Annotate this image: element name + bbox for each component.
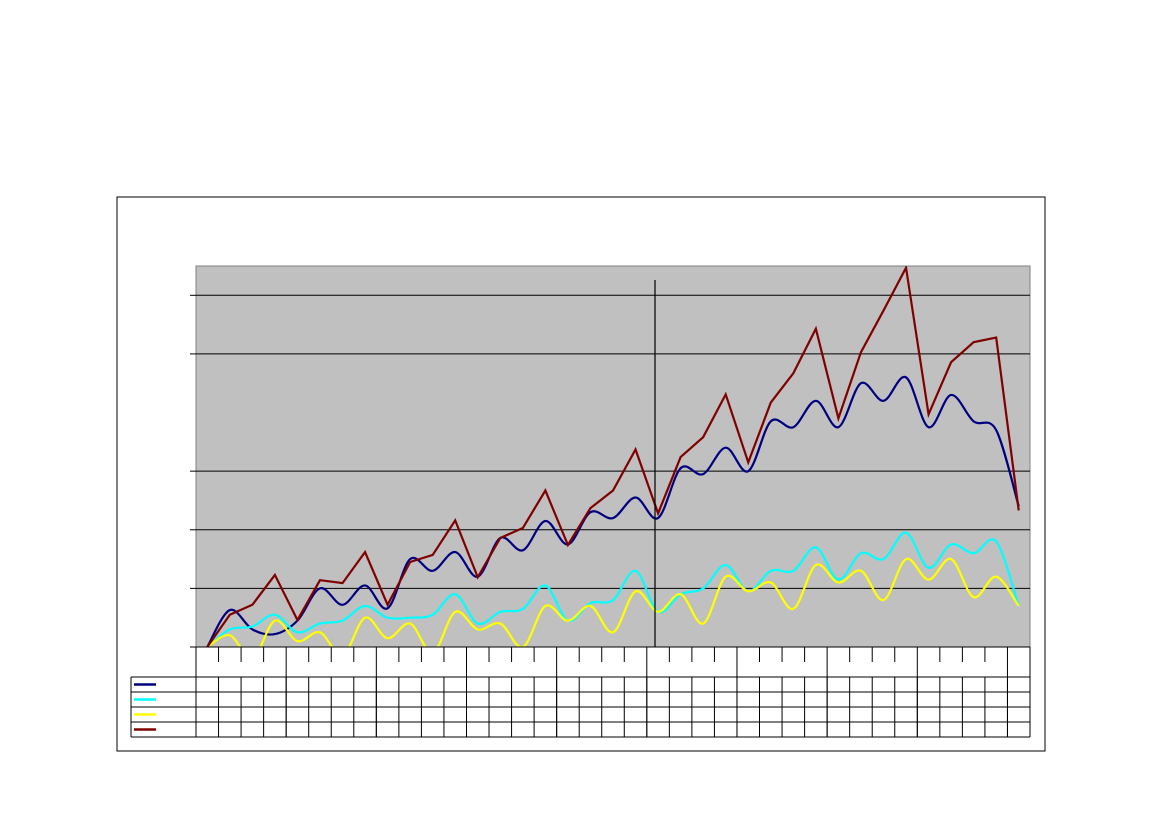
series-line [206, 266, 1020, 647]
series-line [206, 531, 1020, 647]
series-line [206, 375, 1020, 647]
plot-area [195, 265, 1031, 648]
series-line [206, 557, 1020, 647]
